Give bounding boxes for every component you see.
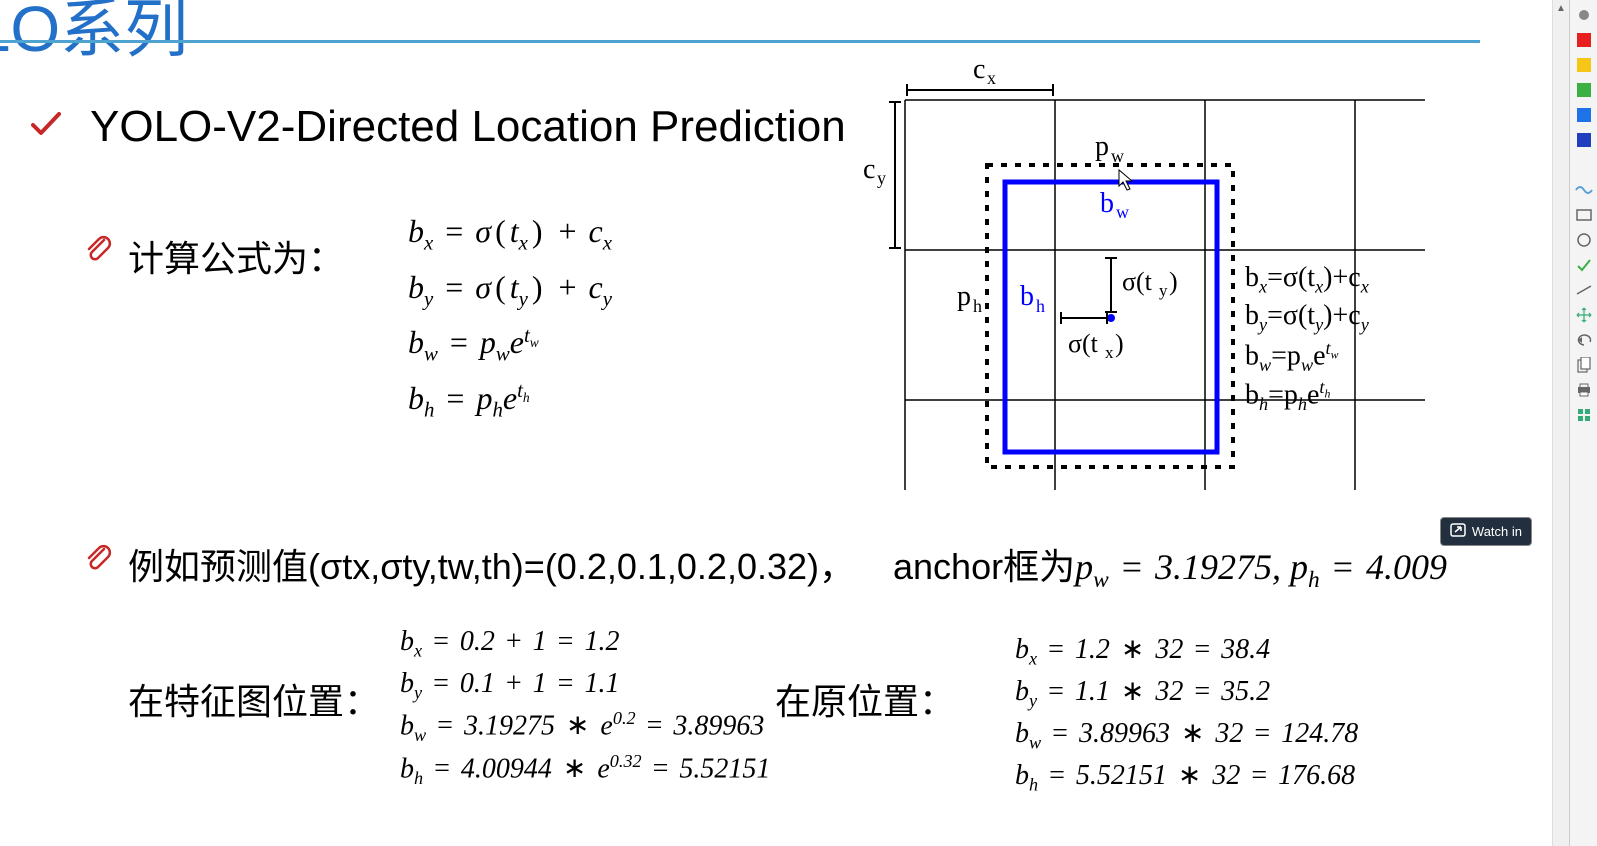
formula-bh: bh = pheth: [408, 372, 612, 428]
example-ph: ph = 4.009: [1290, 547, 1447, 587]
watch-label: Watch in: [1472, 524, 1522, 539]
fc-by: by = 0.1 + 1 = 1.1: [400, 664, 770, 706]
svg-text:y: y: [1159, 281, 1168, 300]
rf-bh: bh=pheth: [1245, 376, 1369, 416]
color-blue1-icon[interactable]: [1575, 106, 1593, 124]
svg-text:): ): [1115, 329, 1124, 358]
expand-icon: [1450, 523, 1466, 540]
oc-bw: bw = 3.89963 ∗ 32 = 124.78: [1015, 714, 1358, 756]
rf-by: by=σ(ty)+cy: [1245, 298, 1369, 336]
svg-text:σ(t: σ(t: [1068, 329, 1099, 358]
svg-text:w: w: [1111, 146, 1124, 166]
formula-bx: bx = σ(tx) + cx: [408, 205, 612, 261]
watch-in-button[interactable]: Watch in: [1440, 517, 1532, 546]
tool-copy-icon[interactable]: [1575, 356, 1593, 374]
main-formulas: bx = σ(tx) + cx by = σ(ty) + cy bw = pwe…: [408, 205, 612, 428]
color-blue2-icon[interactable]: [1575, 131, 1593, 149]
svg-text:): ): [1169, 267, 1178, 296]
example-prefix: 例如预测值(σtx,σty,tw,th)=(0.2,0.1,0.2,0.32)，: [128, 546, 855, 587]
paperclip-icon: [84, 543, 114, 573]
color-grey-icon[interactable]: [1575, 6, 1593, 24]
svg-text:b: b: [1020, 281, 1034, 312]
example-pw: pw = 3.19275,: [1075, 547, 1290, 587]
svg-text:p: p: [957, 281, 971, 312]
color-green-icon[interactable]: [1575, 81, 1593, 99]
svg-text:c: c: [973, 60, 985, 85]
svg-text:y: y: [877, 168, 886, 188]
rf-bx: bx=σ(tx)+cx: [1245, 260, 1369, 298]
formula-label: 计算公式为：: [128, 230, 344, 282]
original-pos-label: 在原位置：: [775, 673, 955, 725]
tool-line-icon[interactable]: [1575, 281, 1593, 299]
formula-bw: bw = pwetw: [408, 316, 612, 372]
formula-by: by = σ(ty) + cy: [408, 261, 612, 317]
tool-wave-icon[interactable]: [1575, 181, 1593, 199]
color-yellow-icon[interactable]: [1575, 56, 1593, 74]
svg-text:x: x: [987, 68, 996, 88]
svg-text:σ(t: σ(t: [1122, 267, 1153, 296]
oc-bx: bx = 1.2 ∗ 32 = 38.4: [1015, 630, 1358, 672]
fc-bx: bx = 0.2 + 1 = 1.2: [400, 622, 770, 664]
svg-text:c: c: [863, 154, 875, 185]
oc-bh: bh = 5.52151 ∗ 32 = 176.68: [1015, 756, 1358, 798]
tool-move-icon[interactable]: [1575, 306, 1593, 324]
feature-map-calc: bx = 0.2 + 1 = 1.2 by = 0.1 + 1 = 1.1 bw…: [400, 622, 770, 791]
fc-bw: bw = 3.19275 ∗ e0.2 = 3.89963: [400, 706, 770, 748]
original-pos-calc: bx = 1.2 ∗ 32 = 38.4 by = 1.1 ∗ 32 = 35.…: [1015, 630, 1358, 798]
tool-circle-icon[interactable]: [1575, 231, 1593, 249]
svg-text:b: b: [1100, 188, 1114, 219]
example-anchor-label: anchor框为: [893, 546, 1075, 587]
fc-bh: bh = 4.00944 ∗ e0.32 = 5.52151: [400, 749, 770, 791]
page-series-fragment: OLO系列: [0, 0, 188, 70]
paperclip-icon: [84, 234, 114, 264]
section-heading: YOLO-V2-Directed Location Prediction: [90, 102, 846, 152]
check-icon: [30, 110, 62, 138]
diagram-formulas: bx=σ(tx)+cx by=σ(ty)+cy bw=pwetw bh=phet…: [1245, 260, 1369, 416]
example-line: 例如预测值(σtx,σty,tw,th)=(0.2,0.1,0.2,0.32)，…: [128, 538, 1597, 594]
tool-undo-icon[interactable]: [1575, 331, 1593, 349]
oc-by: by = 1.1 ∗ 32 = 35.2: [1015, 672, 1358, 714]
tool-grid-icon[interactable]: [1575, 406, 1593, 424]
divider: [0, 40, 1480, 43]
feature-map-label: 在特征图位置：: [128, 673, 380, 725]
tool-print-icon[interactable]: [1575, 381, 1593, 399]
svg-text:w: w: [1116, 202, 1129, 222]
annotation-toolbar: [1569, 0, 1597, 846]
svg-text:h: h: [1036, 296, 1045, 316]
tool-check-icon[interactable]: [1575, 256, 1593, 274]
tool-rect-icon[interactable]: [1575, 206, 1593, 224]
svg-text:h: h: [973, 296, 982, 316]
color-red-icon[interactable]: [1575, 31, 1593, 49]
vertical-scrollbar[interactable]: ▲: [1552, 0, 1569, 846]
scroll-up-icon[interactable]: ▲: [1553, 0, 1569, 17]
svg-text:p: p: [1095, 131, 1109, 162]
svg-text:x: x: [1105, 343, 1114, 362]
rf-bw: bw=pwetw: [1245, 337, 1369, 377]
